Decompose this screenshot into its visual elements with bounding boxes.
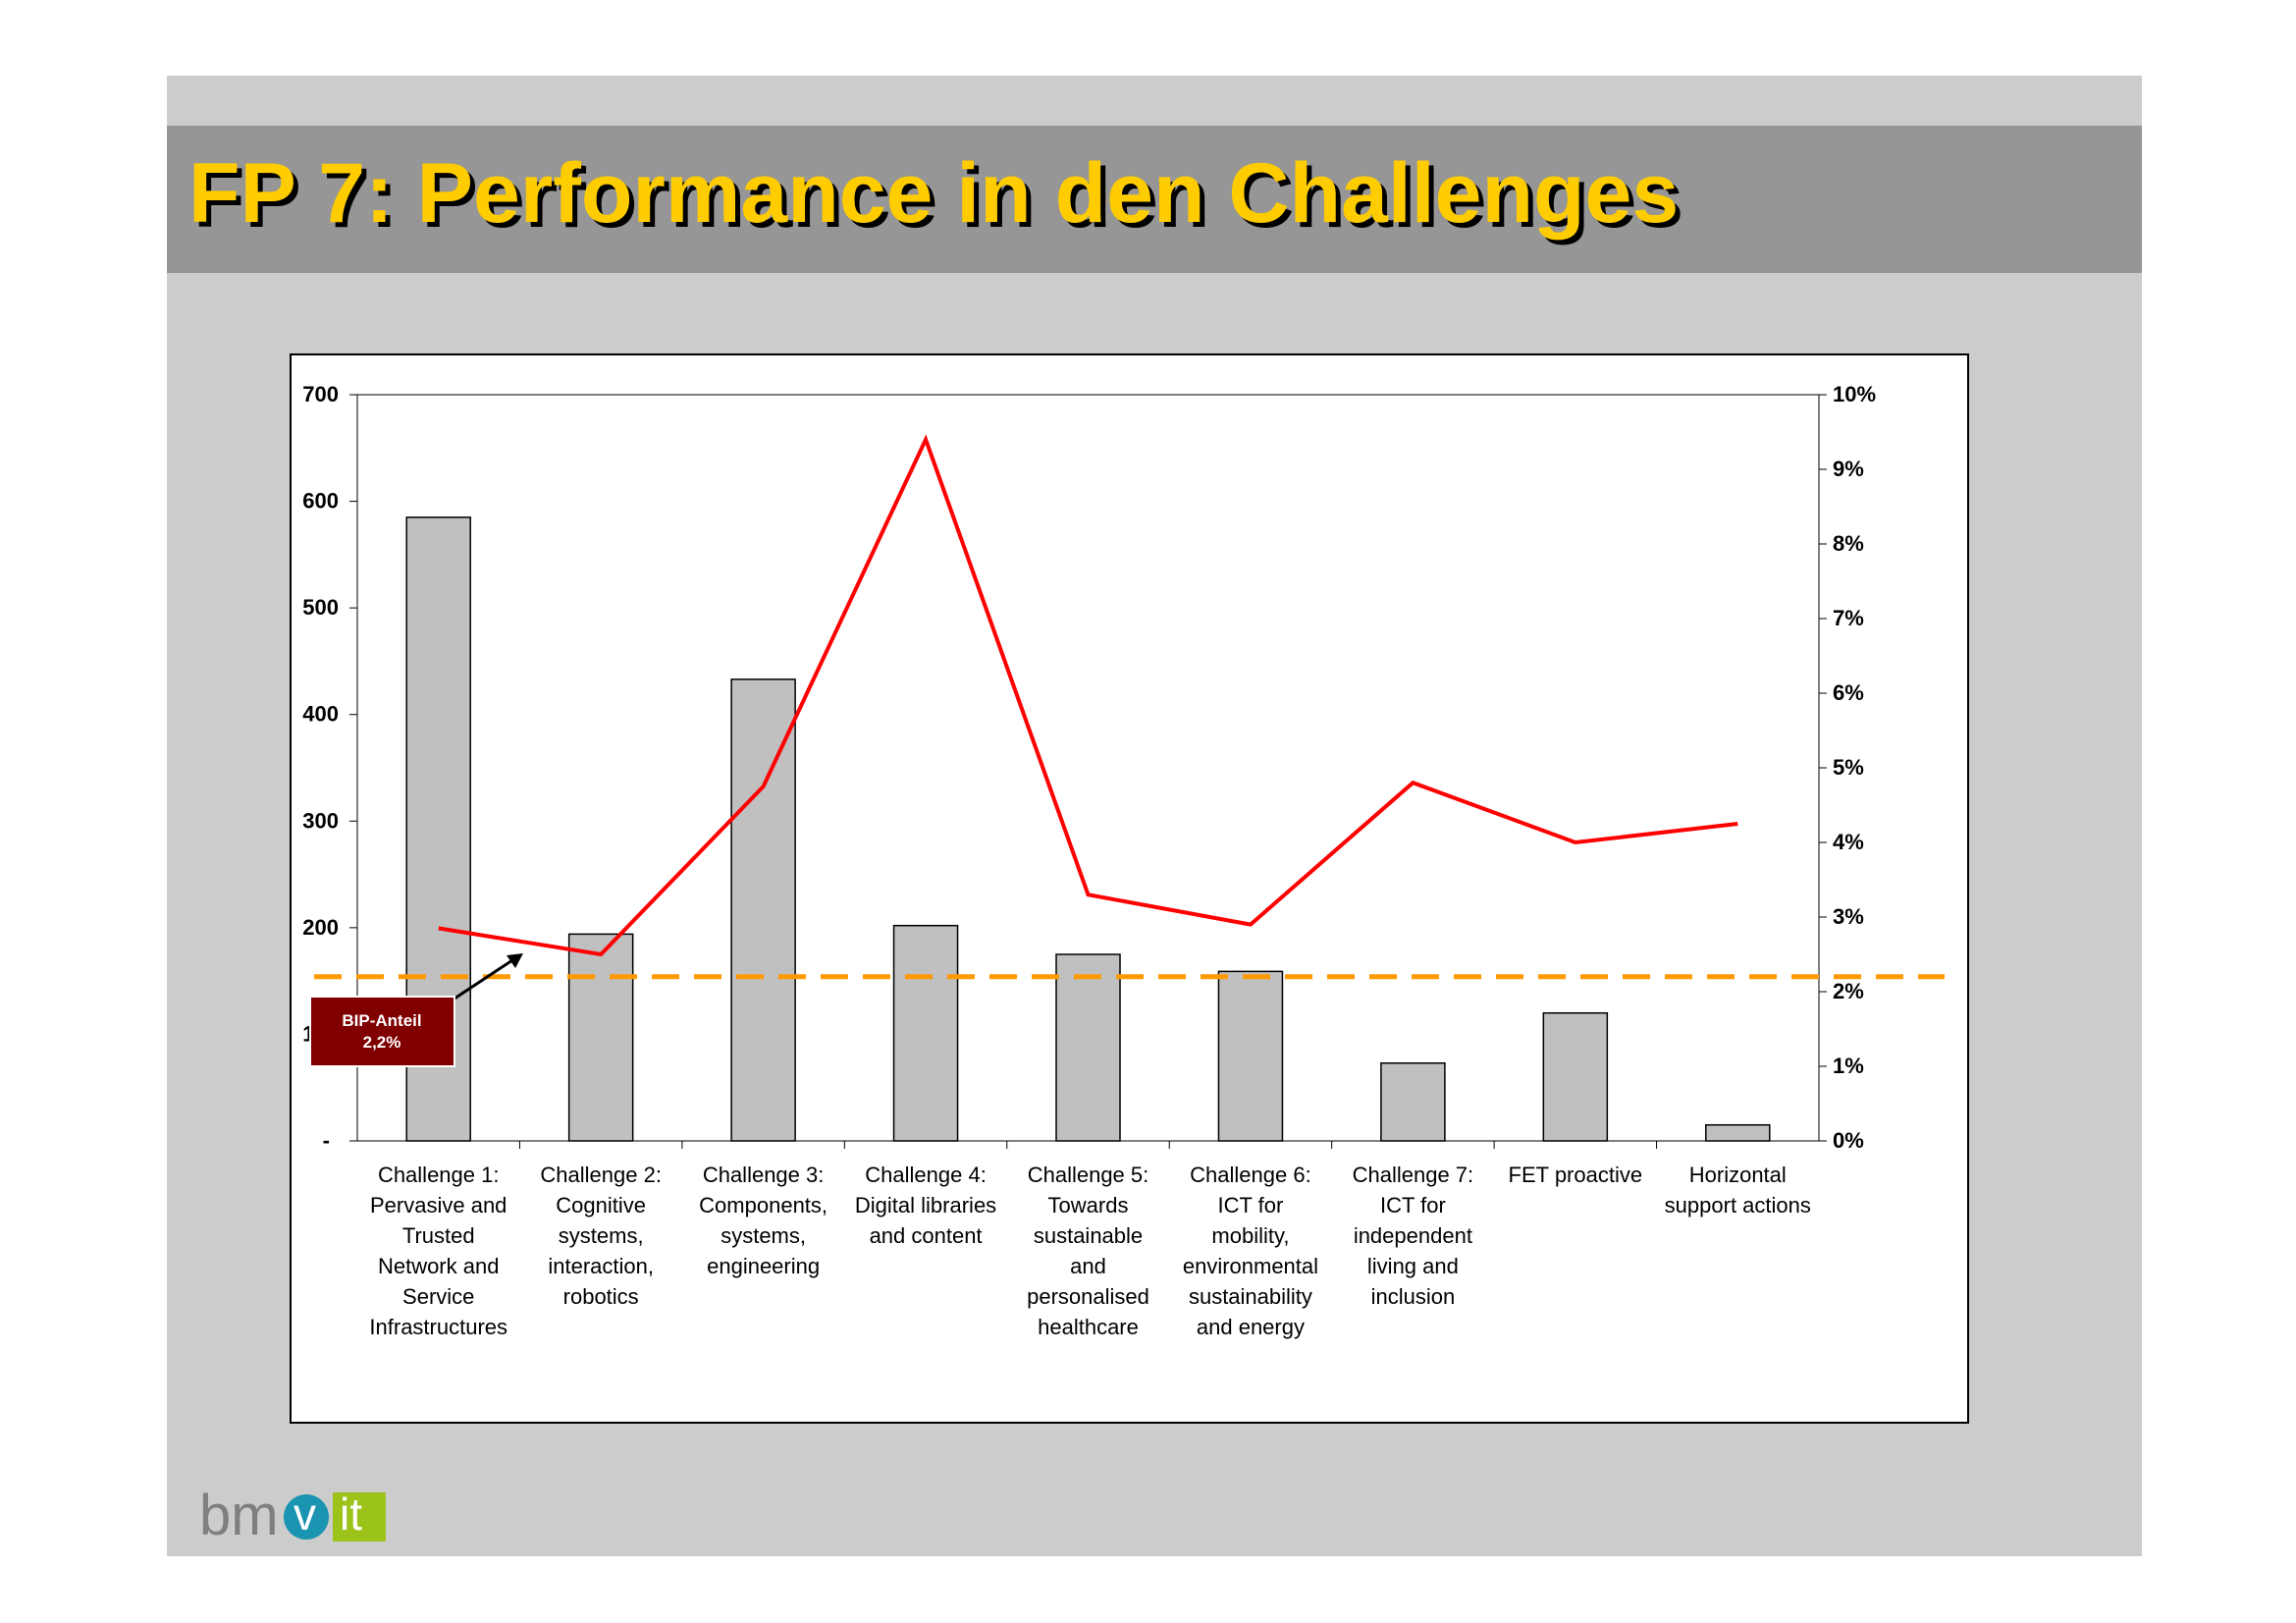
y-right-tick-label: 1% bbox=[1833, 1054, 1864, 1078]
category-label-line: robotics bbox=[563, 1284, 639, 1309]
category-label-line: Challenge 3: bbox=[703, 1163, 825, 1187]
y-right-tick-label: 0% bbox=[1833, 1128, 1864, 1153]
category-label-line: Network and bbox=[378, 1254, 500, 1278]
category-label-line: Digital libraries bbox=[855, 1193, 996, 1217]
y-right-tick-label: 4% bbox=[1833, 830, 1864, 854]
bar bbox=[892, 924, 959, 1142]
bar bbox=[1705, 1123, 1771, 1142]
category-label-line: Trusted bbox=[402, 1223, 475, 1248]
category-label-line: independent bbox=[1354, 1223, 1472, 1248]
share-line bbox=[438, 434, 1738, 957]
category-label: Challenge 3: Components, systems, engineeri… bbox=[699, 1163, 828, 1278]
category-label-line: living and bbox=[1367, 1254, 1459, 1278]
category-label-line: and content bbox=[870, 1223, 983, 1248]
y-right-tick-label: 9% bbox=[1833, 457, 1864, 481]
category-label-line: Challenge 6: bbox=[1190, 1163, 1311, 1187]
bip-callout: BIP-Anteil 2,2% bbox=[309, 953, 523, 1067]
category-label-line: Pervasive and bbox=[370, 1193, 507, 1217]
y-left-tick-label: 700 bbox=[302, 382, 339, 406]
category-label-line: and bbox=[1070, 1254, 1106, 1278]
y-right-tick-label: 10% bbox=[1833, 382, 1876, 406]
category-label-line: sustainable bbox=[1034, 1223, 1143, 1248]
category-label-line: engineering bbox=[707, 1254, 820, 1278]
bar-series bbox=[405, 516, 1771, 1142]
line-series bbox=[438, 434, 1738, 957]
bar bbox=[1380, 1061, 1446, 1142]
page-title: FP 7: Performance in den Challenges bbox=[188, 146, 1680, 241]
category-label-line: systems, bbox=[721, 1223, 806, 1248]
category-label-line: healthcare bbox=[1038, 1315, 1139, 1339]
category-label-line: mobility, bbox=[1211, 1223, 1289, 1248]
category-labels: Challenge 1: Pervasive and Trusted Network … bbox=[369, 1163, 1810, 1339]
bmvit-logo: bm v it bbox=[199, 1487, 396, 1545]
y-left-tick-label: 300 bbox=[302, 808, 339, 833]
category-label-line: Challenge 1: bbox=[378, 1163, 500, 1187]
logo-text-it: it bbox=[340, 1488, 362, 1540]
y-right-tick-label: 8% bbox=[1833, 531, 1864, 556]
bar bbox=[1055, 953, 1121, 1142]
category-label: Challenge 1: Pervasive and Trusted Network … bbox=[369, 1163, 507, 1339]
category-label-line: support actions bbox=[1665, 1193, 1811, 1217]
y-right-tick-label: 6% bbox=[1833, 680, 1864, 705]
bar bbox=[1217, 970, 1284, 1142]
category-label-line: Horizontal bbox=[1689, 1163, 1787, 1187]
category-label-line: ICT for bbox=[1380, 1193, 1446, 1217]
category-label: Challenge 4: Digital libraries and content bbox=[855, 1163, 996, 1248]
logo-square bbox=[333, 1492, 386, 1542]
bar bbox=[567, 933, 634, 1142]
y-left-tick-label: 600 bbox=[302, 489, 339, 514]
y-left-tick-label: 400 bbox=[302, 702, 339, 727]
y-right-tick-label: 2% bbox=[1833, 979, 1864, 1003]
category-label-line: ICT for bbox=[1218, 1193, 1284, 1217]
callout-box bbox=[309, 996, 455, 1067]
chart: -1002003004005006007000%1%2%3%4%5%6%7%8%… bbox=[302, 382, 1945, 1339]
category-label-line: environmental bbox=[1183, 1254, 1318, 1278]
category-label-line: Components, bbox=[699, 1193, 828, 1217]
category-label-line: Challenge 7: bbox=[1353, 1163, 1474, 1187]
y-left-tick-label: 500 bbox=[302, 595, 339, 620]
callout-value: 2,2% bbox=[363, 1033, 401, 1052]
category-label: Challenge 7: ICT for independent living and… bbox=[1353, 1163, 1474, 1309]
category-label: Challenge 6: ICT for mobility, environmenta… bbox=[1183, 1163, 1318, 1339]
y-left-tick-label: 200 bbox=[302, 915, 339, 940]
callout-arrow-line bbox=[454, 956, 516, 1001]
logo-circle bbox=[284, 1494, 329, 1540]
y-right-tick-label: 3% bbox=[1833, 904, 1864, 929]
y-right-tick-label: 5% bbox=[1833, 755, 1864, 780]
category-label: Challenge 2: Cognitive systems, interaction… bbox=[540, 1163, 662, 1309]
bar bbox=[1542, 1011, 1609, 1142]
y-right-tick-label: 7% bbox=[1833, 606, 1864, 630]
bar bbox=[730, 678, 796, 1142]
category-label-line: Challenge 4: bbox=[865, 1163, 987, 1187]
category-label: Horizontal support actions bbox=[1665, 1163, 1811, 1217]
category-label-line: FET proactive bbox=[1509, 1163, 1643, 1187]
category-label: Challenge 5: Towards sustainable and persona… bbox=[1027, 1163, 1149, 1339]
category-label-line: interaction, bbox=[548, 1254, 654, 1278]
category-label-line: Infrastructures bbox=[369, 1315, 507, 1339]
slide: FP 7: Performance in den Challenges -100… bbox=[167, 76, 2142, 1556]
category-label-line: inclusion bbox=[1371, 1284, 1456, 1309]
chart-area: -1002003004005006007000%1%2%3%4%5%6%7%8%… bbox=[290, 353, 1969, 1424]
logo-text-v: v bbox=[294, 1488, 316, 1540]
category-label-line: Challenge 2: bbox=[540, 1163, 662, 1187]
callout-label: BIP-Anteil bbox=[342, 1011, 421, 1030]
title-bar: FP 7: Performance in den Challenges bbox=[167, 126, 2142, 273]
category-label: FET proactive bbox=[1509, 1163, 1643, 1187]
category-label-line: Cognitive bbox=[556, 1193, 646, 1217]
category-label-line: Challenge 5: bbox=[1028, 1163, 1149, 1187]
logo-text-bm: bm bbox=[199, 1484, 279, 1547]
category-label-line: systems, bbox=[559, 1223, 644, 1248]
callout-arrowhead bbox=[507, 953, 523, 968]
category-label-line: sustainability bbox=[1189, 1284, 1312, 1309]
category-label-line: and energy bbox=[1197, 1315, 1305, 1339]
category-label-line: Service bbox=[402, 1284, 474, 1309]
category-label-line: Towards bbox=[1048, 1193, 1129, 1217]
y-left-tick-label: - bbox=[323, 1128, 330, 1153]
category-label-line: personalised bbox=[1027, 1284, 1149, 1309]
